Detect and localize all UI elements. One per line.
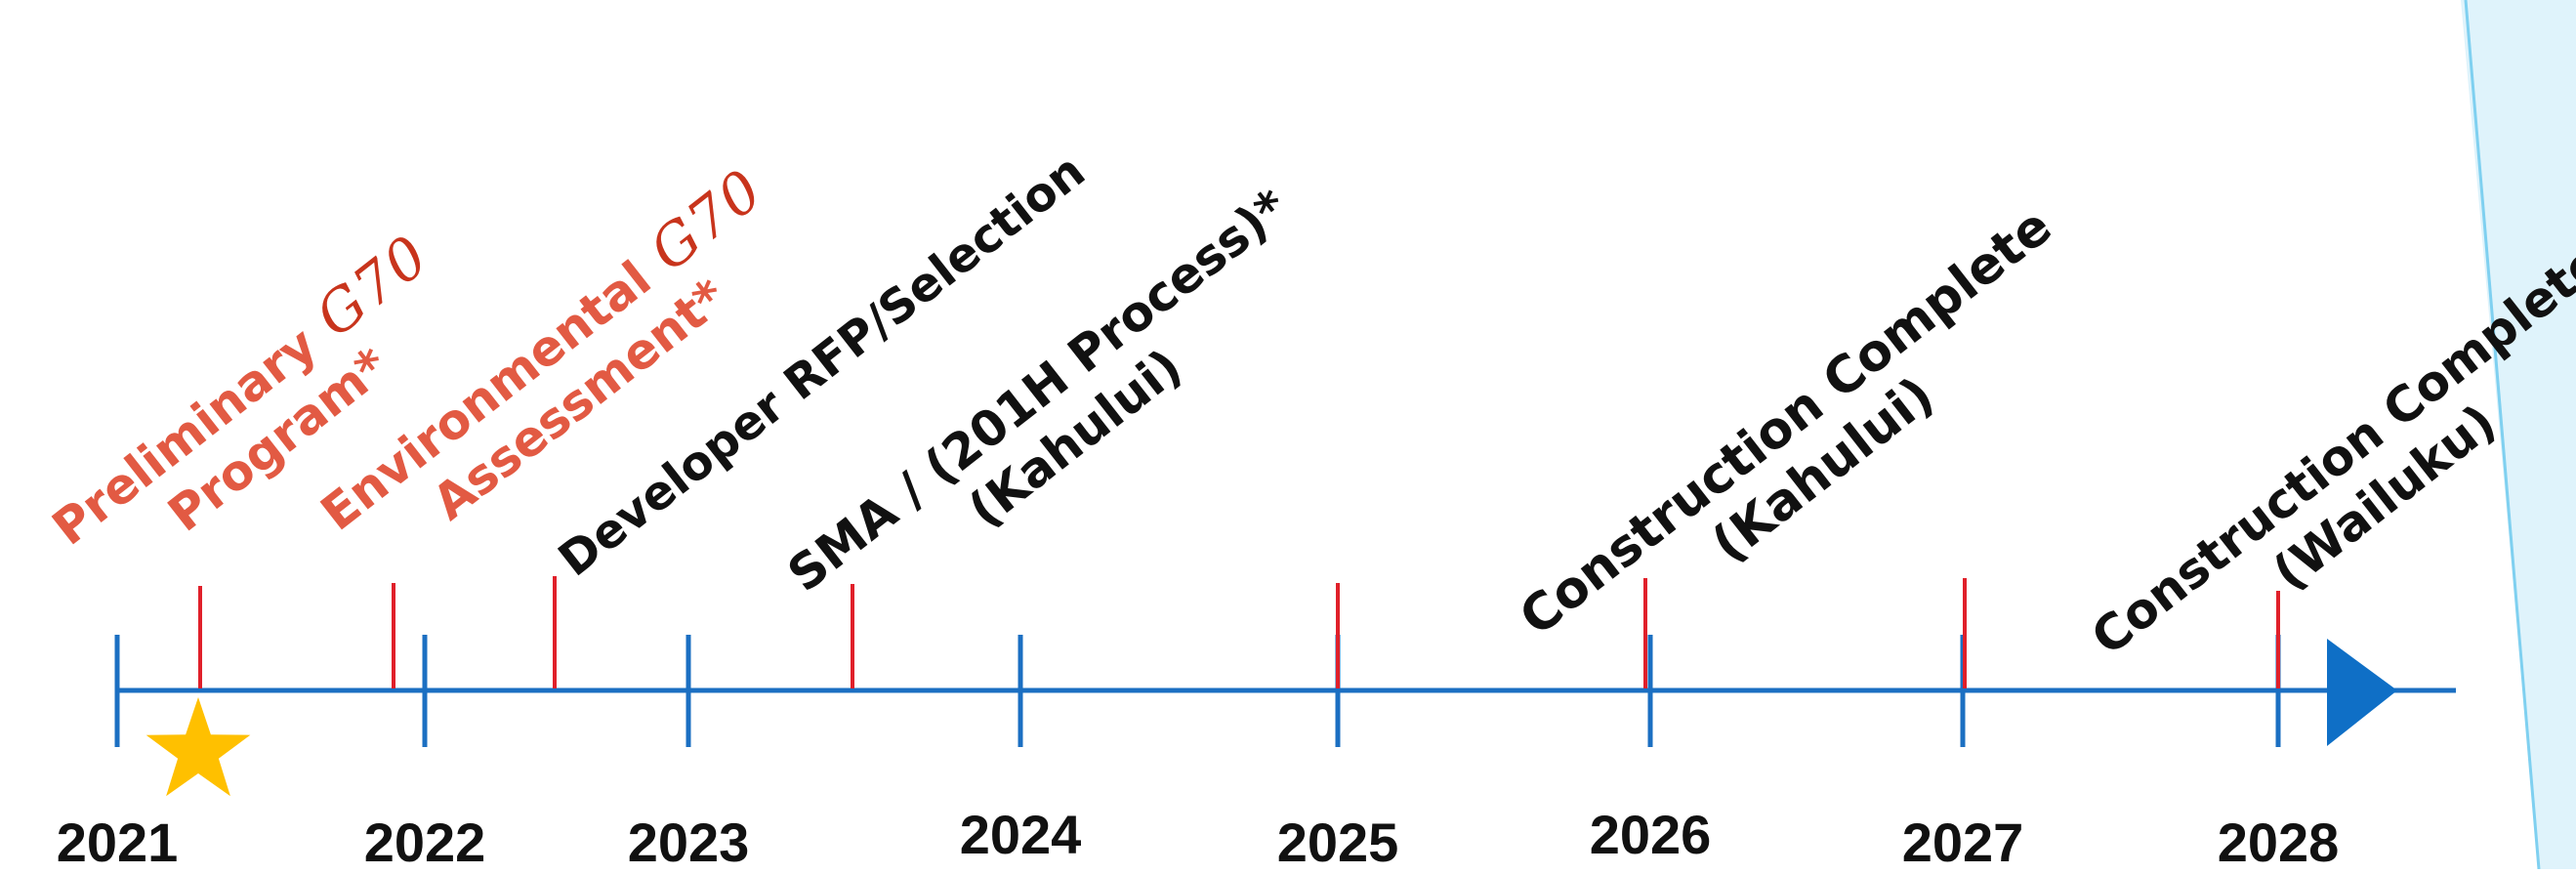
year-label: 2026 <box>1589 804 1712 865</box>
accent-stripe-edge <box>2464 0 2541 869</box>
year-label: 2028 <box>2217 812 2340 873</box>
year-label: 2025 <box>1276 812 1399 873</box>
year-label: 2023 <box>627 812 750 873</box>
accent-stripe <box>2461 0 2576 869</box>
year-label: 2024 <box>959 804 1082 865</box>
year-label: 2027 <box>1901 812 2024 873</box>
arrow-head-icon <box>2327 639 2397 746</box>
year-label: 2021 <box>56 812 179 873</box>
star-icon <box>145 697 251 797</box>
year-label: 2022 <box>363 812 486 873</box>
